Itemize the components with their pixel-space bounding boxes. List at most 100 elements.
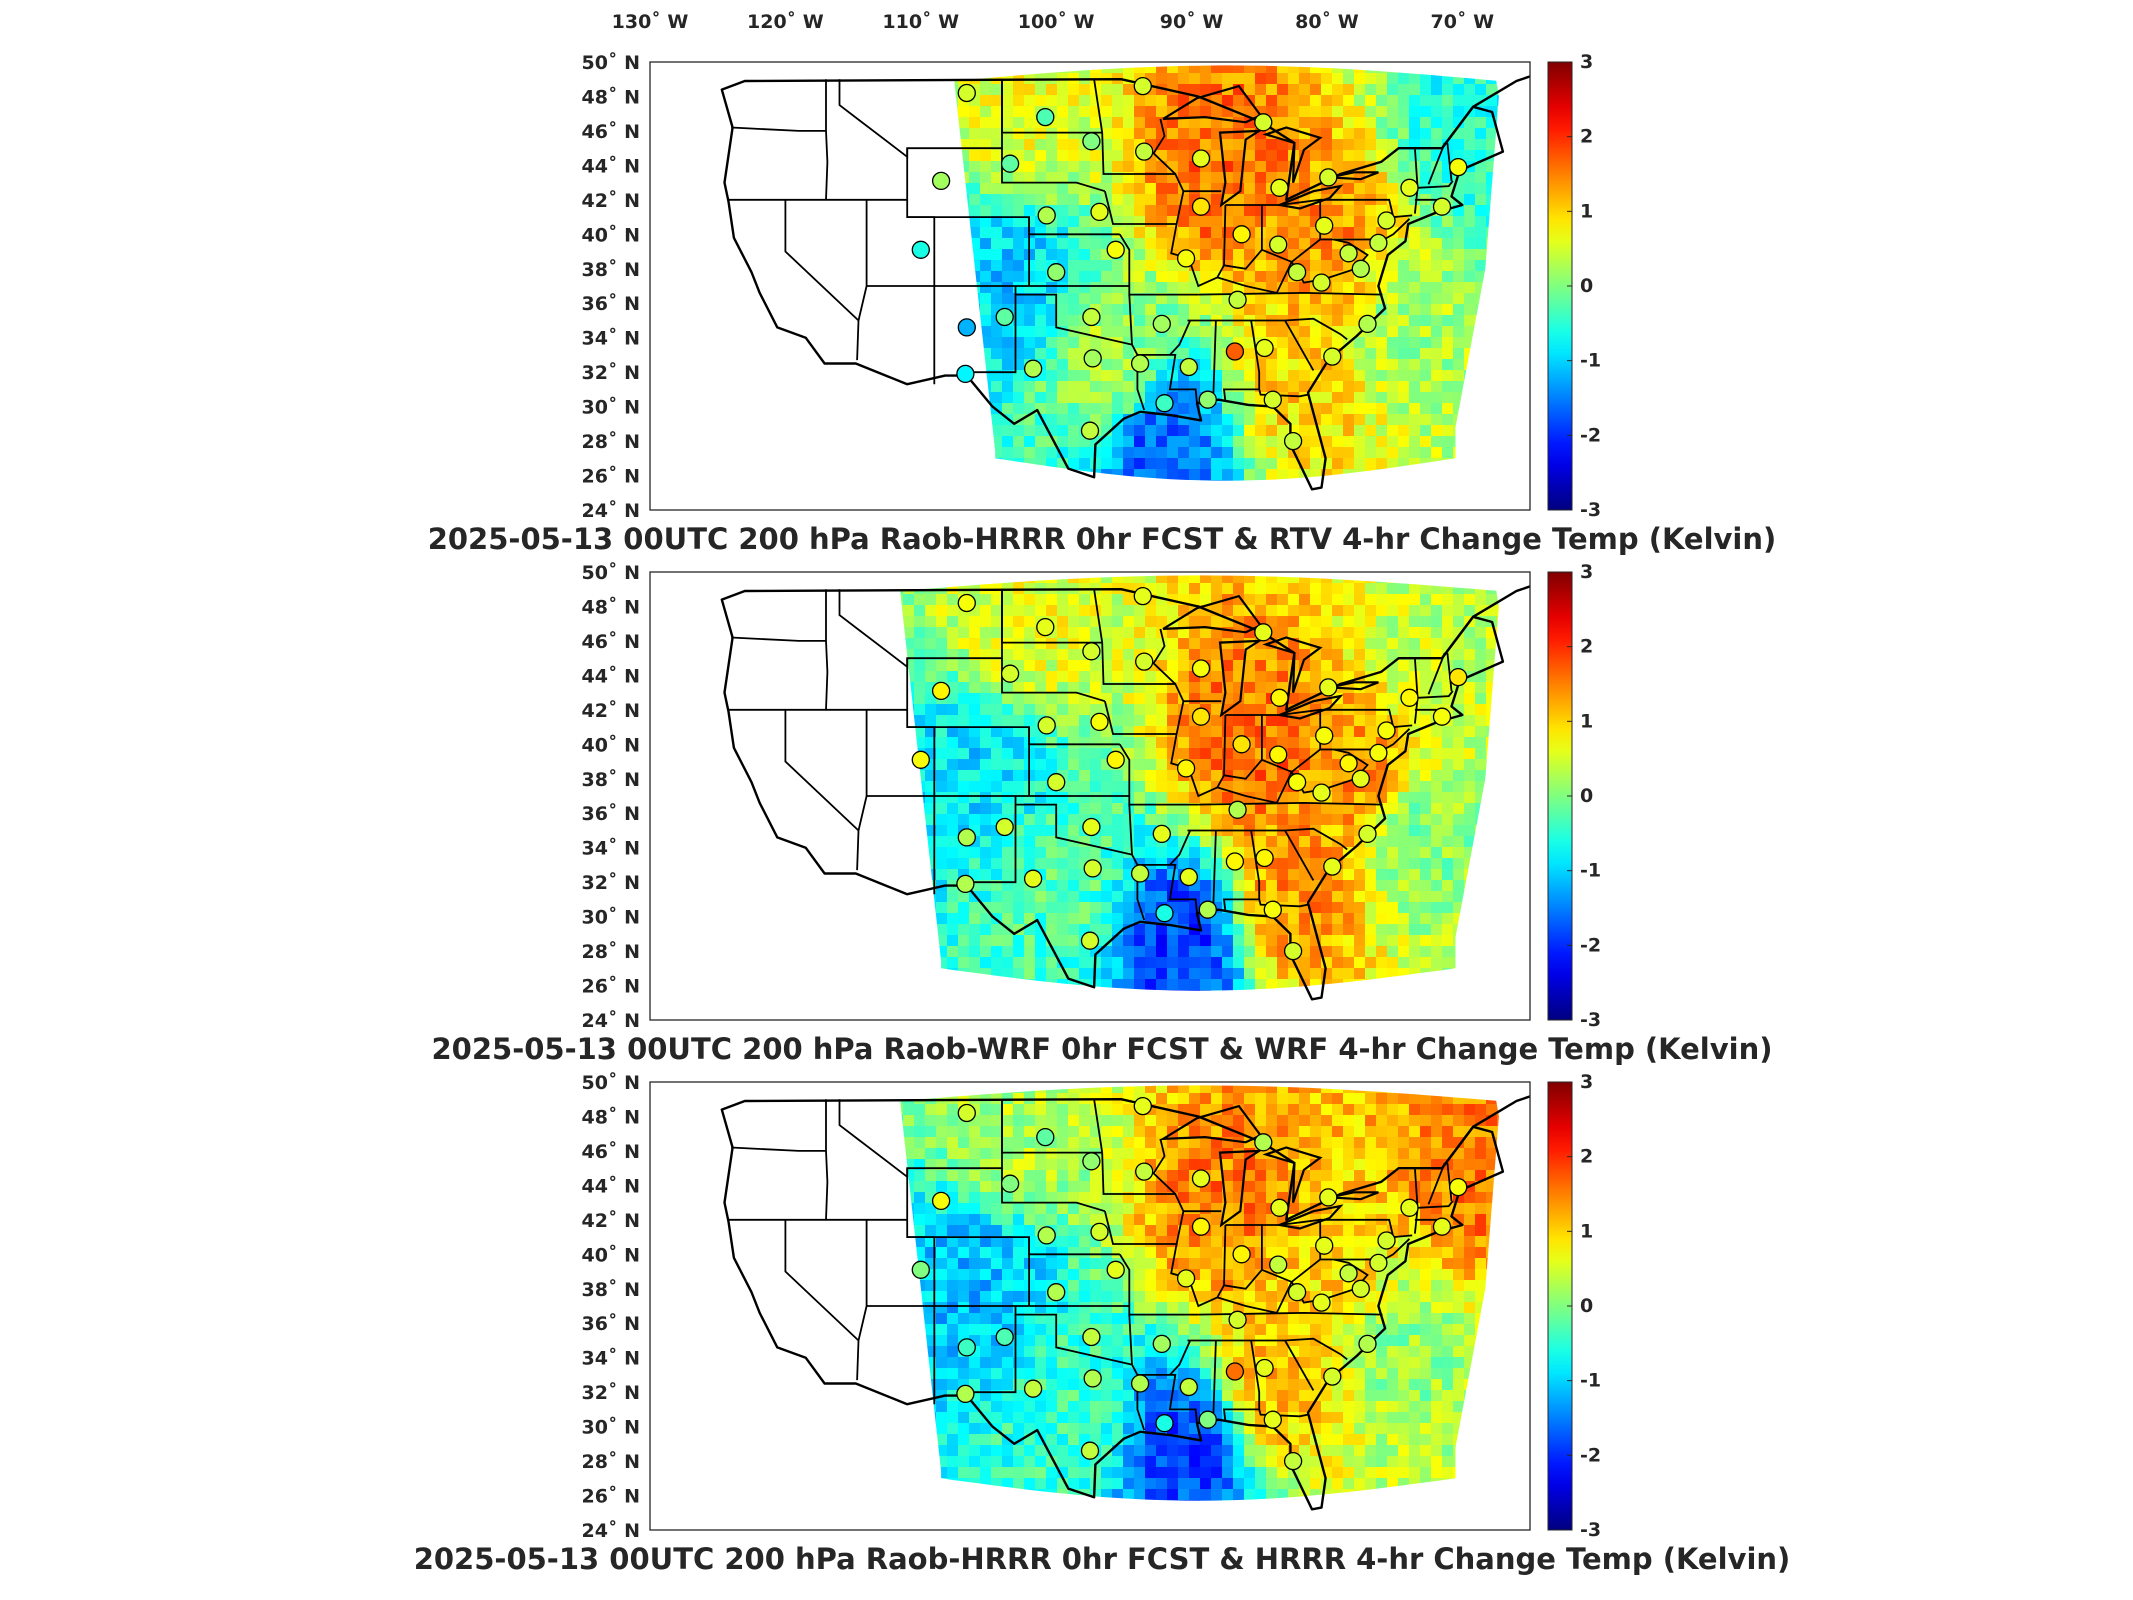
raob-station-marker — [1135, 142, 1154, 161]
raob-station-marker — [1228, 800, 1247, 819]
colorbar-tick-label: -3 — [1580, 1009, 1601, 1031]
state-border — [1001, 79, 1103, 134]
lat-tick-label: 48˚ N — [582, 596, 640, 619]
state-border — [1128, 1314, 1133, 1365]
lat-tick-label: 28˚ N — [582, 940, 640, 963]
state-border — [1169, 1340, 1192, 1376]
lat-tick-label: 38˚ N — [582, 1278, 640, 1301]
raob-station-marker — [995, 307, 1014, 327]
lat-tick-label: 28˚ N — [582, 1450, 640, 1473]
state-border — [1217, 1281, 1293, 1314]
raob-station-marker — [1315, 726, 1334, 745]
lat-tick-label: 44˚ N — [582, 664, 640, 687]
state-border — [1128, 804, 1133, 855]
colorbar-tick-label: -2 — [1580, 424, 1601, 446]
raob-station-marker — [1400, 688, 1419, 707]
map-frame — [649, 1081, 1531, 1531]
raob-station-marker — [1432, 197, 1452, 216]
raob-station-marker — [1269, 235, 1288, 254]
colorbar-tick-label: 0 — [1580, 275, 1593, 297]
raob-station-marker — [1358, 314, 1377, 334]
raob-station-marker — [1023, 1379, 1043, 1398]
raob-station-marker — [1255, 848, 1274, 868]
state-border — [1284, 320, 1315, 371]
raob-station-marker — [1179, 1377, 1198, 1397]
state-border — [1119, 743, 1131, 796]
state-border — [1446, 1162, 1453, 1201]
raob-station-marker — [1130, 864, 1150, 883]
lat-tick-label: 48˚ N — [582, 1106, 640, 1129]
lon-tick-label: 70˚ W — [1431, 10, 1495, 33]
lat-tick-label: 26˚ N — [582, 1485, 640, 1508]
raob-station-marker — [1179, 867, 1198, 887]
state-border — [731, 126, 826, 132]
colorbar-tick-label: 2 — [1580, 1146, 1593, 1168]
raob-station-marker — [1432, 1217, 1452, 1236]
lat-tick-label: 34˚ N — [582, 837, 640, 860]
state-border — [1446, 142, 1453, 181]
raob-station-marker — [1369, 743, 1388, 763]
raob-station-marker — [1152, 1334, 1171, 1354]
raob-station-marker — [1152, 824, 1171, 844]
raob-station-marker — [1315, 216, 1334, 235]
colorbar-tick-label: -1 — [1580, 1370, 1601, 1392]
raob-station-marker — [1312, 1293, 1331, 1312]
raob-station-marker — [1270, 1198, 1289, 1217]
lat-tick-label: 42˚ N — [582, 699, 640, 722]
raob-station-marker — [957, 1338, 976, 1357]
temperature-change-field — [900, 575, 1499, 991]
raob-station-marker — [957, 1103, 976, 1123]
raob-station-marker — [931, 1191, 951, 1211]
raob-station-marker — [995, 817, 1014, 837]
raob-station-marker — [1036, 1127, 1055, 1147]
raob-station-marker — [1198, 900, 1217, 919]
raob-station-marker — [1319, 1188, 1338, 1207]
raob-station-marker — [957, 83, 976, 103]
raob-station-marker — [1083, 1369, 1102, 1388]
state-border — [856, 1219, 868, 1381]
raob-station-marker — [1152, 314, 1171, 334]
raob-station-marker — [1225, 1362, 1245, 1381]
raob-station-marker — [1263, 390, 1282, 409]
raob-station-marker — [1351, 259, 1370, 278]
raob-station-marker — [1377, 211, 1396, 230]
lat-tick-label: 38˚ N — [582, 258, 640, 281]
raob-station-marker — [1339, 1264, 1358, 1283]
raob-station-marker — [1283, 941, 1303, 961]
great-lake-outline — [1275, 694, 1344, 720]
raob-station-marker — [1106, 240, 1125, 259]
state-border — [825, 589, 829, 710]
raob-station-marker — [956, 1384, 975, 1404]
state-border — [784, 709, 860, 832]
lon-tick-label: 110˚ W — [882, 10, 959, 33]
raob-station-marker — [1082, 307, 1101, 327]
lat-tick-label: 46˚ N — [582, 1140, 640, 1163]
state-border — [1137, 354, 1198, 404]
colorbar-tick-label: -2 — [1580, 1444, 1601, 1466]
raob-station-marker — [1283, 1451, 1303, 1471]
state-border — [1212, 830, 1217, 910]
raob-station-marker — [1090, 712, 1109, 732]
state-border — [856, 199, 868, 361]
state-border — [966, 1306, 1017, 1394]
raob-station-marker — [1358, 1334, 1377, 1354]
raob-station-marker — [1082, 1327, 1101, 1347]
raob-station-marker — [1090, 1222, 1109, 1242]
raob-station-marker — [1176, 1269, 1196, 1288]
great-lake-outline — [1329, 171, 1379, 181]
colorbar-tick-label: 1 — [1580, 710, 1593, 732]
map-frame — [649, 571, 1531, 1021]
colorbar-tick-label: 0 — [1580, 1295, 1593, 1317]
raob-station-marker — [1198, 390, 1217, 409]
raob-station-marker — [1254, 1133, 1273, 1152]
raob-station-marker — [1023, 869, 1043, 888]
raob-station-marker — [911, 1260, 930, 1279]
raob-station-marker — [1133, 76, 1152, 96]
lat-tick-label: 30˚ N — [582, 396, 640, 419]
lat-tick-label: 36˚ N — [582, 292, 640, 315]
raob-station-marker — [1191, 659, 1211, 678]
raob-station-marker — [1083, 859, 1102, 878]
map-panel: 50˚ N 48˚ N 46˚ N 44˚ N 42˚ N 40˚ N 38˚ N 36˚ N… — [414, 1071, 1791, 1576]
colorbar-tick-label: -2 — [1580, 934, 1601, 956]
